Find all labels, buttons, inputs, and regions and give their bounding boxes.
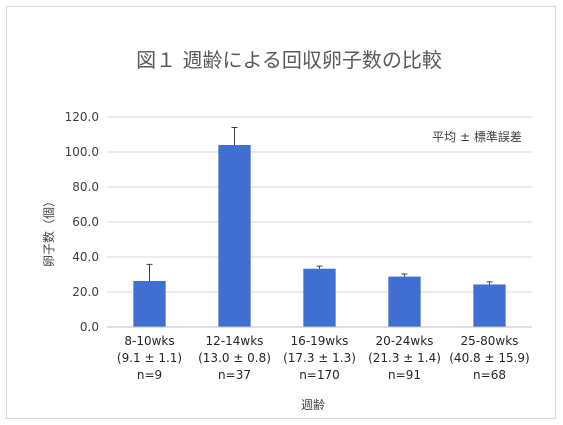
y-tick-label: 40.0 [72, 250, 99, 264]
x-category-label: n=9 [137, 368, 162, 382]
x-category-label: (40.8 ± 15.9) [449, 351, 529, 365]
chart-title: 図１ 週齢による回収卵子数の比較 [136, 48, 442, 72]
x-category-label: 16-19wks [291, 334, 349, 348]
y-axis-title: 卵子数（個） [41, 195, 56, 267]
y-tick-label: 100.0 [65, 145, 99, 159]
gridlines [107, 116, 532, 293]
y-tick-label: 80.0 [72, 180, 99, 194]
x-category-label: (21.3 ± 1.4) [368, 351, 441, 365]
x-category-label: 25-80wks [461, 334, 519, 348]
bar [388, 276, 421, 327]
bar [303, 268, 336, 327]
bar [133, 280, 166, 327]
x-category-label: (17.3 ± 1.3) [283, 351, 356, 365]
error-note: 平均 ± 標準誤差 [432, 129, 522, 144]
x-category-label: 20-24wks [376, 334, 434, 348]
x-category-label: n=91 [388, 368, 421, 382]
x-category-label: (9.1 ± 1.1) [117, 351, 182, 365]
x-category-label: 12-14wks [206, 334, 264, 348]
y-tick-label: 20.0 [72, 285, 99, 299]
x-category-label: 8-10wks [124, 334, 174, 348]
y-tick-label: 0.0 [80, 320, 99, 334]
chart-frame: 図１ 週齢による回収卵子数の比較 平均 ± 標準誤差 卵子数（個） 週齢 0.0… [6, 6, 556, 419]
y-axis-ticks: 0.0 20.0 40.0 60.0 80.0 100.0 120.0 [65, 110, 99, 334]
x-category-label: n=170 [299, 368, 340, 382]
bar [473, 284, 506, 327]
y-tick-label: 120.0 [65, 110, 99, 124]
x-axis-title: 週齢 [301, 397, 325, 412]
y-tick-label: 60.0 [72, 215, 99, 229]
bar [218, 145, 251, 327]
x-category-label: n=37 [218, 368, 251, 382]
x-axis-categories: 8-10wks (9.1 ± 1.1) n=9 12-14wks (13.0 ± 0.8… [117, 334, 530, 382]
x-category-label: n=68 [473, 368, 506, 382]
x-category-label: (13.0 ± 0.8) [198, 351, 271, 365]
bars [133, 127, 506, 327]
bar-chart: 図１ 週齢による回収卵子数の比較 平均 ± 標準誤差 卵子数（個） 週齢 0.0… [41, 48, 532, 412]
